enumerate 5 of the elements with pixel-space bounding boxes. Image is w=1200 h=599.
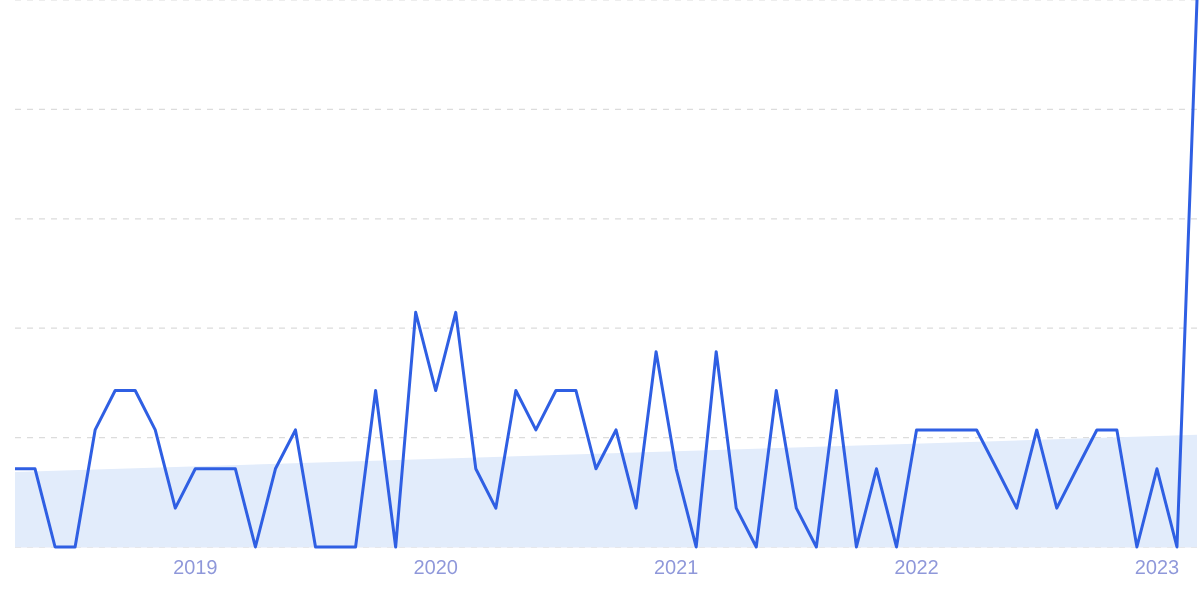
x-tick-label: 2023 xyxy=(1135,560,1179,575)
x-tick-label: 2021 xyxy=(654,560,698,575)
x-tick-label: 2020 xyxy=(414,560,458,575)
x-tick-label: 2022 xyxy=(895,560,938,575)
x-tick-label: 2019 xyxy=(174,560,217,575)
